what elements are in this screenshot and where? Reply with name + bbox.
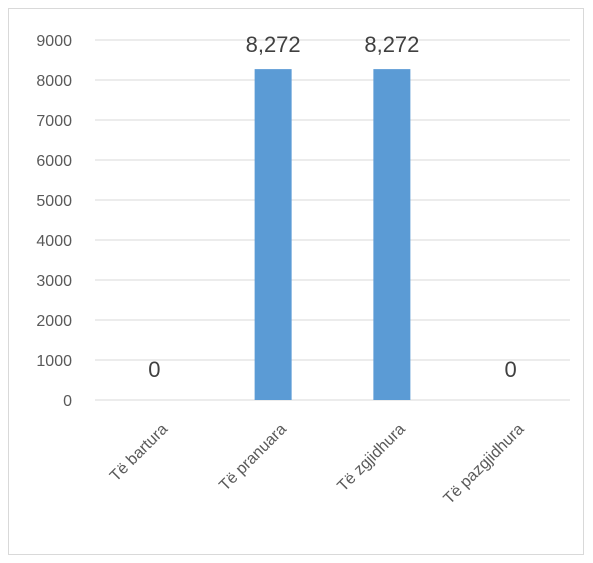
category-label: Të zgjidhura bbox=[334, 421, 408, 495]
data-label: 0 bbox=[148, 357, 160, 382]
y-tick-label: 6000 bbox=[36, 153, 72, 170]
bar bbox=[373, 69, 411, 401]
data-label: 0 bbox=[505, 357, 517, 382]
category-label: Të bartura bbox=[107, 421, 171, 485]
data-label: 8,272 bbox=[364, 32, 419, 57]
data-labels: 0 8,272 8,272 0 bbox=[148, 32, 517, 382]
bar bbox=[254, 69, 292, 401]
y-tick-label: 7000 bbox=[36, 113, 72, 130]
y-tick-label: 3000 bbox=[36, 273, 72, 290]
y-axis-ticks: 0 1000 2000 3000 4000 5000 6000 7000 8000 9000 bbox=[36, 33, 72, 410]
y-tick-label: 1000 bbox=[36, 353, 72, 370]
y-tick-label: 0 bbox=[63, 393, 72, 410]
y-tick-label: 5000 bbox=[36, 193, 72, 210]
category-label: Të pranuara bbox=[216, 421, 290, 495]
y-tick-label: 4000 bbox=[36, 233, 72, 250]
y-tick-label: 2000 bbox=[36, 313, 72, 330]
bars bbox=[254, 69, 411, 401]
category-labels: Të bartura Të pranuara Të zgjidhura Të pazg… bbox=[107, 421, 528, 508]
data-label: 8,272 bbox=[246, 32, 301, 57]
y-tick-label: 8000 bbox=[36, 73, 72, 90]
gridlines bbox=[95, 39, 570, 401]
y-tick-label: 9000 bbox=[36, 33, 72, 50]
category-label: Të pazgjidhura bbox=[441, 421, 528, 508]
chart-frame bbox=[8, 8, 584, 555]
